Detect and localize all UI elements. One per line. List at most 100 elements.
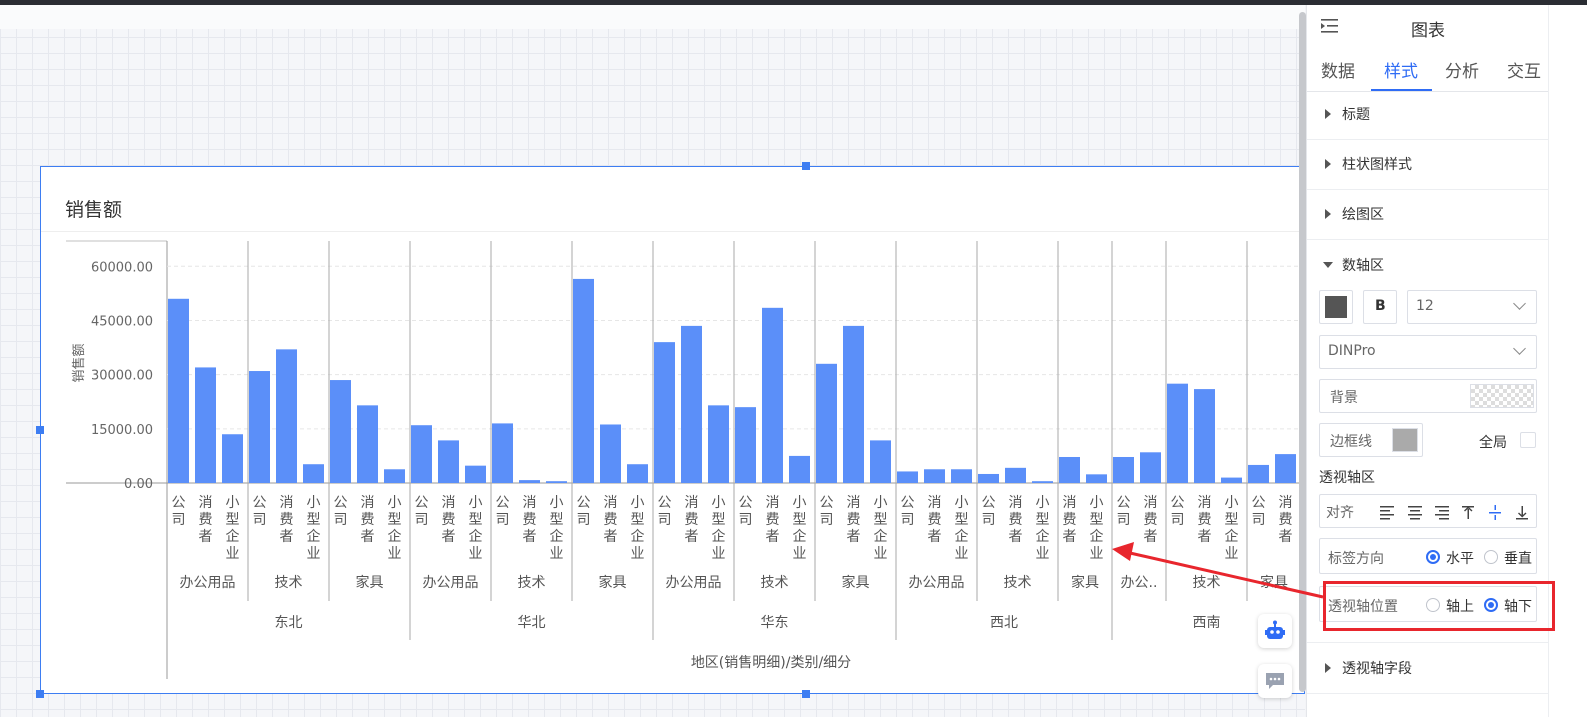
segment-label: 公司: [496, 495, 510, 528]
y-tick-label: 60000.00: [91, 260, 153, 275]
align-label: 对齐: [1326, 505, 1354, 521]
segment-label: 小型企业: [307, 495, 321, 562]
bar: [789, 455, 810, 483]
font-family-select[interactable]: DINPro: [1319, 335, 1537, 369]
font-size-select[interactable]: 12: [1407, 290, 1537, 324]
chat-bubble-icon: [1266, 673, 1284, 689]
segment-label: 公司: [577, 495, 591, 528]
align-row: 对齐: [1319, 494, 1537, 528]
bar: [1113, 456, 1134, 483]
align-bottom-icon[interactable]: [1516, 506, 1528, 520]
section-title[interactable]: 标题: [1307, 89, 1549, 140]
direction-horizontal-radio[interactable]: [1426, 550, 1440, 564]
expand-arrow-icon: [1325, 109, 1331, 119]
tab-style[interactable]: 样式: [1384, 62, 1418, 82]
position-below-radio[interactable]: [1484, 598, 1498, 612]
bold-label: B: [1375, 298, 1386, 314]
font-color-picker[interactable]: [1319, 290, 1353, 324]
align-left-icon[interactable]: [1380, 506, 1394, 520]
y-axis-label: 销售额: [71, 343, 87, 382]
segment-label: 公司: [1117, 495, 1131, 528]
position-below-label[interactable]: 轴下: [1504, 599, 1532, 615]
segment-label: 消费者: [766, 495, 780, 545]
chart-card[interactable]: 销售额 60000.00 45000.00 30000.00 15000.00 0.00…: [40, 166, 1305, 694]
bar: [870, 440, 891, 483]
category-label: 办公用品: [666, 575, 722, 591]
align-right-icon[interactable]: [1435, 506, 1449, 520]
direction-vertical-label[interactable]: 垂直: [1504, 551, 1532, 567]
section-axis-area-label: 数轴区: [1342, 258, 1384, 274]
bar: [357, 405, 378, 483]
category-label: 技术: [518, 575, 546, 591]
canvas-scrollbar[interactable]: [1299, 12, 1306, 692]
chevron-down-icon: [1513, 342, 1526, 355]
bar: [762, 307, 783, 483]
tab-data[interactable]: 数据: [1321, 62, 1355, 82]
segment-label: 小型企业: [1036, 495, 1050, 562]
category-label: 技术: [761, 575, 789, 591]
bar: [951, 469, 972, 483]
align-middle-icon[interactable]: [1489, 505, 1501, 520]
bar: [1221, 477, 1242, 483]
background-row: 背景: [1319, 379, 1537, 413]
bar: [519, 480, 540, 483]
resize-handle-bottom[interactable]: [802, 690, 810, 698]
bar: [411, 425, 432, 483]
region-label: 西北: [990, 615, 1018, 631]
region-label: 西南: [1193, 615, 1221, 631]
bar-chart: 60000.00 45000.00 30000.00 15000.00 0.00 销售额公…: [66, 240, 1304, 679]
tab-interaction[interactable]: 交互: [1507, 62, 1541, 82]
background-color-picker[interactable]: [1470, 384, 1534, 408]
bar: [600, 424, 621, 483]
segment-label: 公司: [415, 495, 429, 528]
position-above-label[interactable]: 轴上: [1446, 599, 1474, 615]
resize-handle-left[interactable]: [36, 426, 44, 434]
region-label: 华北: [518, 615, 546, 631]
border-color-picker[interactable]: [1392, 428, 1418, 452]
segment-label: 消费者: [847, 495, 861, 545]
segment-label: 小型企业: [469, 495, 483, 562]
direction-vertical-radio[interactable]: [1484, 550, 1498, 564]
section-pivot-axis-field-label: 透视轴字段: [1342, 661, 1412, 677]
align-center-icon[interactable]: [1408, 506, 1422, 520]
segment-label: 公司: [739, 495, 753, 528]
segment-label: 消费者: [1279, 495, 1293, 545]
segment-label: 小型企业: [955, 495, 969, 562]
section-bar-style-label: 柱状图样式: [1342, 157, 1412, 173]
comment-button[interactable]: [1258, 664, 1292, 698]
align-top-icon[interactable]: [1462, 506, 1474, 519]
bar: [1167, 383, 1188, 483]
segment-label: 公司: [253, 495, 267, 528]
bar: [492, 423, 513, 483]
global-checkbox[interactable]: [1520, 432, 1536, 448]
segment-label: 消费者: [1144, 495, 1158, 545]
direction-horizontal-label[interactable]: 水平: [1446, 551, 1474, 567]
expand-arrow-icon: [1325, 159, 1331, 169]
font-color-swatch: [1325, 296, 1347, 318]
section-axis-area[interactable]: 数轴区: [1307, 240, 1549, 290]
bold-button[interactable]: B: [1363, 290, 1397, 324]
section-title-label: 标题: [1342, 107, 1370, 123]
robot-assistant-button[interactable]: [1258, 614, 1292, 648]
segment-label: 消费者: [685, 495, 699, 545]
label-direction-label: 标签方向: [1328, 551, 1384, 567]
segment-label: 公司: [1252, 495, 1266, 528]
position-above-radio[interactable]: [1426, 598, 1440, 612]
section-pivot-axis-field[interactable]: 透视轴字段: [1307, 642, 1549, 694]
category-label: 办公用品: [909, 575, 965, 591]
resize-handle-top[interactable]: [802, 162, 810, 170]
bar: [1032, 481, 1053, 483]
tab-analysis[interactable]: 分析: [1445, 62, 1479, 82]
y-tick-label: 45000.00: [91, 314, 153, 329]
section-bar-style[interactable]: 柱状图样式: [1307, 139, 1549, 190]
panel-title: 图表: [1411, 21, 1445, 41]
bar: [1005, 467, 1026, 483]
resize-handle-bottom-left[interactable]: [36, 690, 44, 698]
segment-label: 小型企业: [388, 495, 402, 562]
bar: [735, 407, 756, 483]
section-plot-area[interactable]: 绘图区: [1307, 189, 1549, 240]
pivot-axis-heading: 透视轴区: [1319, 470, 1375, 486]
border-row: 边框线: [1319, 423, 1423, 457]
collapse-panel-icon[interactable]: [1321, 18, 1339, 34]
chart-settings-panel: 图表 数据 样式 分析 交互 标题 柱状图样式 绘图区 数轴区 B 12 DIN…: [1306, 5, 1549, 717]
